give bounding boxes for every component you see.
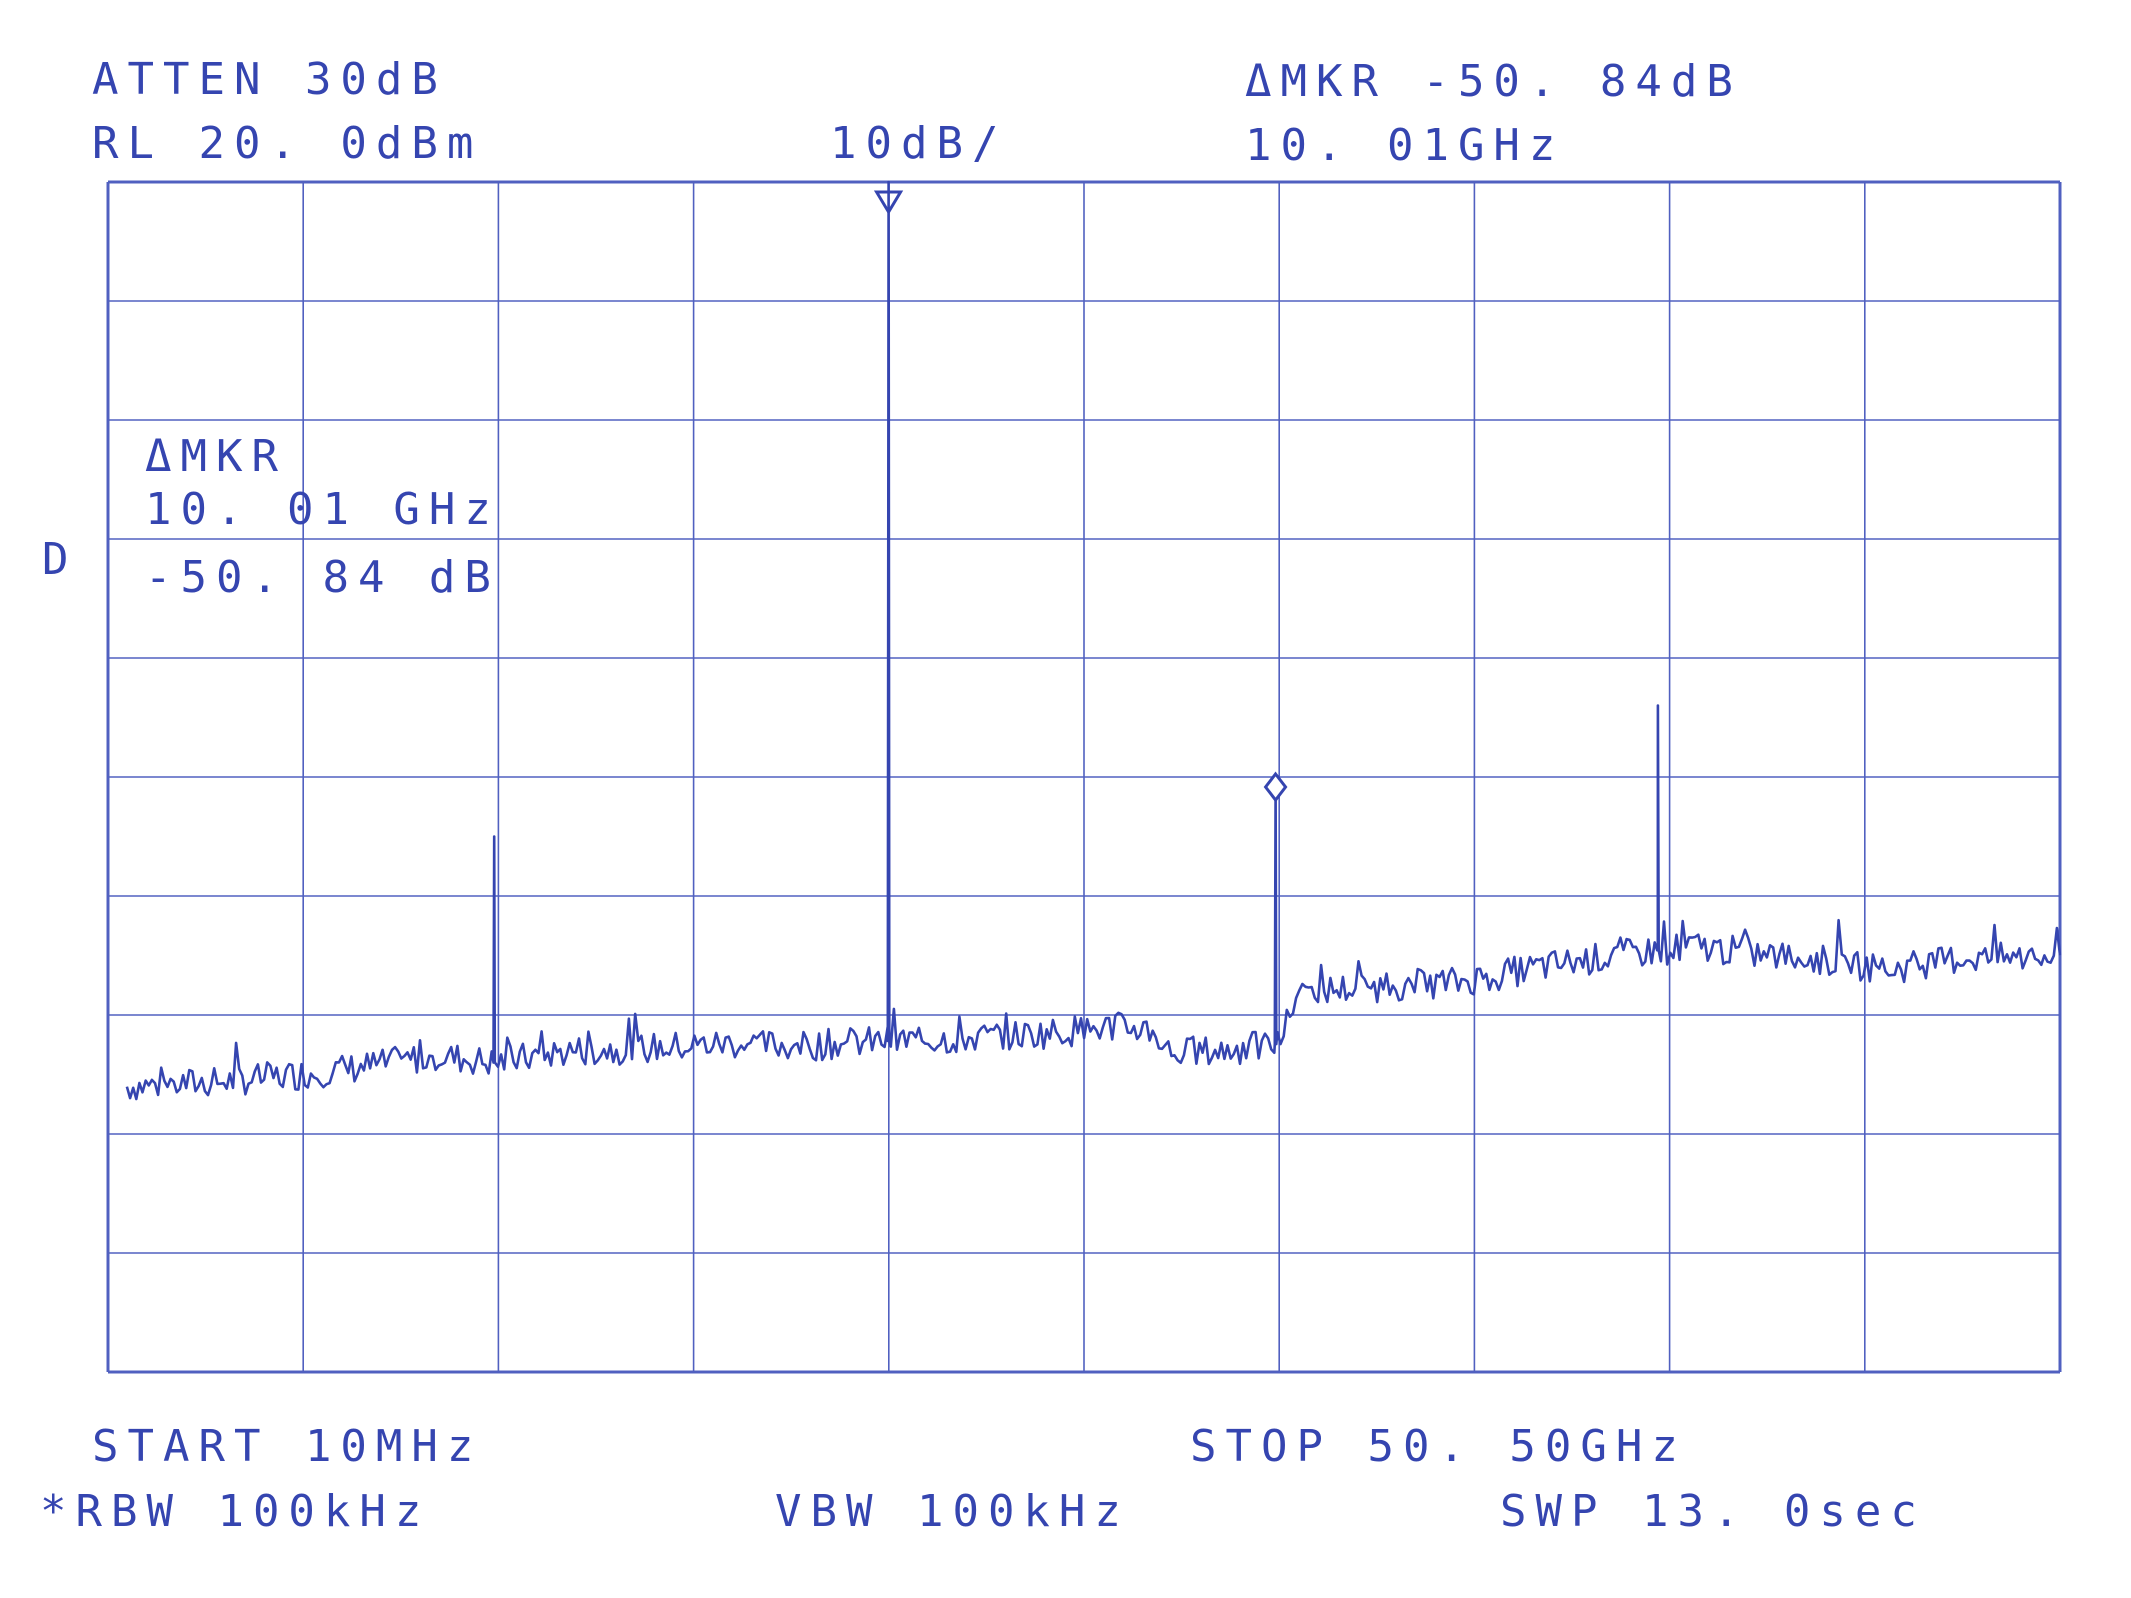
reference-level-readout: RL 20. 0dBm xyxy=(92,118,483,169)
marker-box-frequency: 10. 01 GHz xyxy=(145,484,500,535)
spectrum-trace xyxy=(125,180,2062,1101)
marker-box-value: -50. 84 dB xyxy=(145,552,500,603)
sweep-time-readout: SWP 13. 0sec xyxy=(1500,1486,1926,1537)
reference-marker-icon xyxy=(873,190,904,215)
delta-marker-value-readout: ΔMKR -50. 84dB xyxy=(1245,56,1742,107)
delta-marker-icon xyxy=(1263,771,1288,803)
start-frequency-readout: START 10MHz xyxy=(92,1421,483,1472)
resolution-bandwidth-readout: *RBW 100kHz xyxy=(40,1486,431,1537)
marker-box-title: ΔMKR xyxy=(145,431,287,482)
attenuation-readout: ATTEN 30dB xyxy=(92,54,447,105)
video-bandwidth-readout: VBW 100kHz xyxy=(775,1486,1130,1537)
graticule xyxy=(106,180,2062,1374)
scale-readout: 10dB/ xyxy=(830,118,1008,169)
detector-side-label: D xyxy=(42,534,78,585)
stop-frequency-readout: STOP 50. 50GHz xyxy=(1190,1421,1687,1472)
delta-marker-frequency-readout: 10. 01GHz xyxy=(1245,120,1565,171)
